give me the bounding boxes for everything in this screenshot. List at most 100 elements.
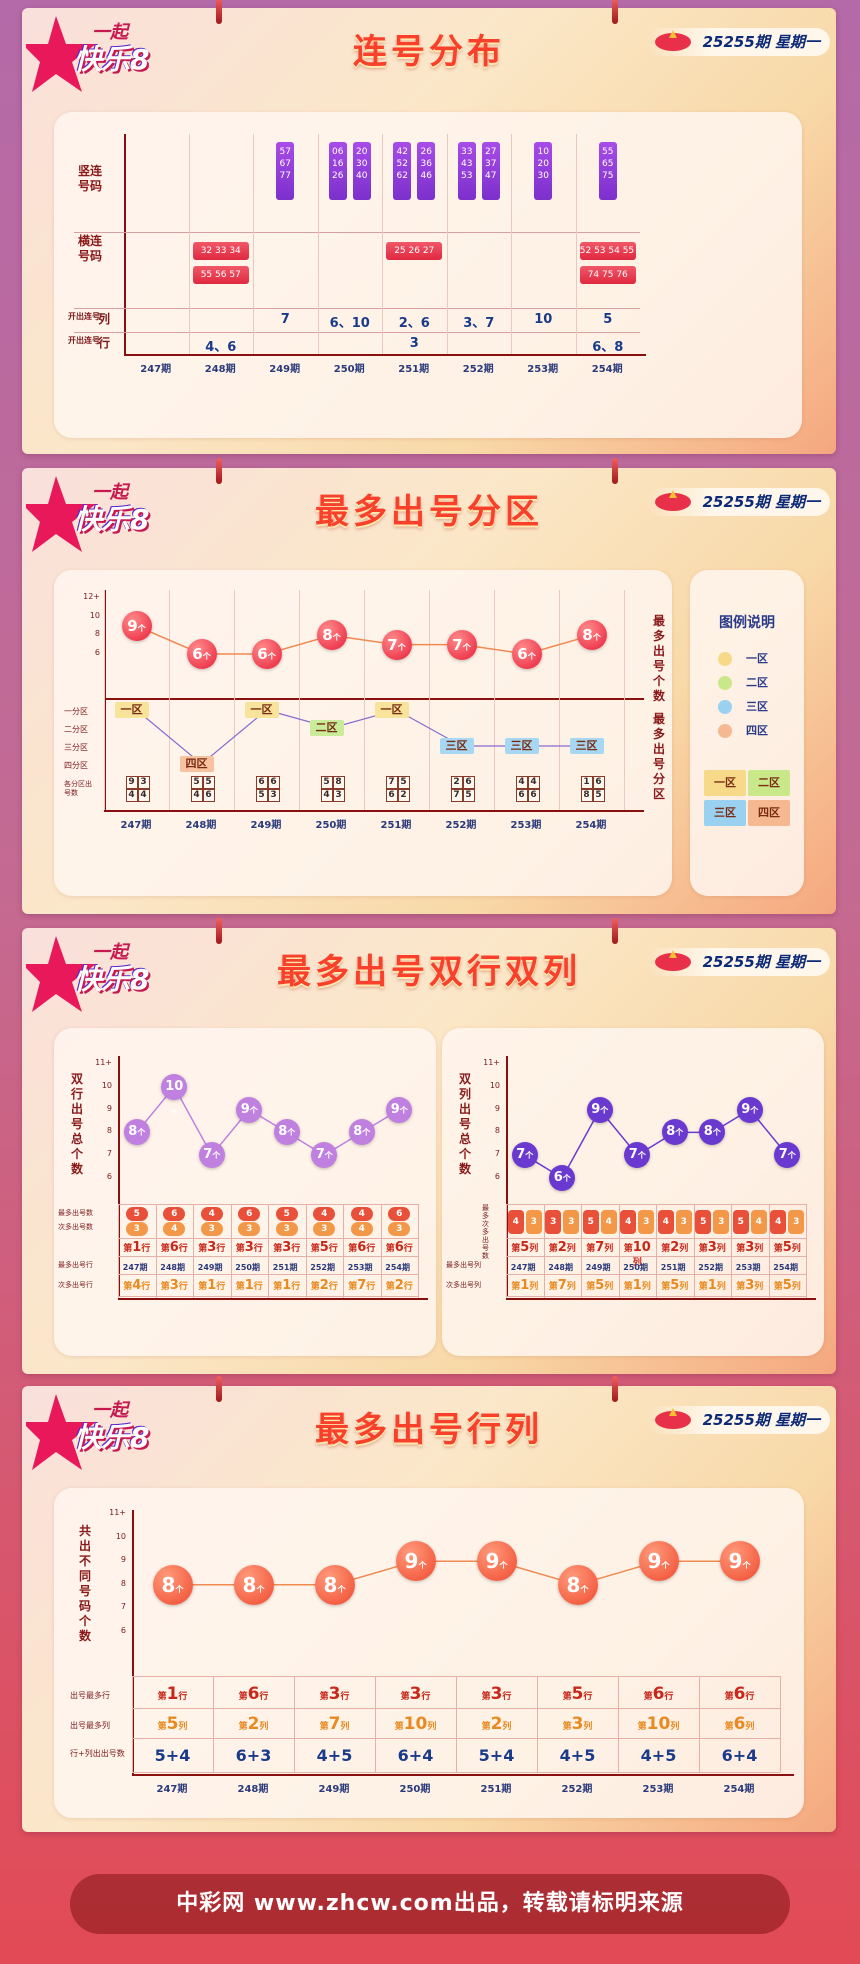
- max-row: 第3行: [305, 1684, 365, 1704]
- max-rowcol: 第5列: [507, 1240, 543, 1255]
- value-text: 8: [128, 1124, 138, 1140]
- col-divider: [806, 1204, 807, 1298]
- zone-count-cell: 3: [137, 776, 150, 789]
- prefix-text: 第: [643, 1692, 653, 1702]
- prefix-text: 第: [548, 1282, 558, 1292]
- period-label: 249期: [585, 1263, 611, 1272]
- section-double: 一起 快乐8 最多出号双行双列 25255期 星期一 11+ 10 9 8 7 6 双行出号…: [22, 918, 836, 1374]
- value-text: 5: [166, 1714, 179, 1734]
- unit-text: 行: [259, 1692, 269, 1702]
- y-axis: [132, 1510, 134, 1774]
- vertical-group: 27 37 47: [481, 142, 500, 200]
- row-divider: [118, 1204, 418, 1205]
- pin-icon: [216, 918, 222, 944]
- col-divider: [780, 1676, 781, 1772]
- value-text: 7: [357, 1278, 367, 1293]
- col-divider: [213, 1676, 214, 1772]
- max-row: 第5行: [548, 1684, 608, 1704]
- value-text: 1: [632, 1278, 642, 1293]
- prefix-text: 第: [773, 1244, 783, 1254]
- logo-small-text: 一起: [92, 482, 128, 503]
- row-divider: [118, 1256, 418, 1257]
- row-divider: [74, 308, 640, 309]
- value-text: 8: [323, 1572, 338, 1597]
- unit-text: 个: [324, 1151, 333, 1161]
- sum-value: 5+4: [478, 1746, 515, 1765]
- unit-text: 个: [267, 652, 276, 661]
- prefix-text: 第: [511, 1282, 521, 1292]
- count-value: 6: [192, 645, 203, 663]
- vertical-group: 42 52 62: [393, 142, 412, 200]
- col-divider: [299, 590, 300, 810]
- pin-icon: [612, 458, 618, 484]
- max-col: 第6列: [710, 1714, 770, 1734]
- second-rowcol: 第2行: [306, 1278, 342, 1293]
- col-divider: [230, 1204, 232, 1298]
- label-pair: 最多次多出号数: [482, 1204, 489, 1260]
- value-text: 2: [247, 1714, 260, 1734]
- label-max: 最多出号数: [58, 1209, 93, 1217]
- series-line: [172, 1560, 740, 1586]
- period-label: 251期: [660, 1263, 686, 1272]
- value-text: 3: [707, 1240, 717, 1255]
- value-text: 10: [646, 1714, 671, 1734]
- issue-badge: 25255期 星期一: [646, 1406, 830, 1434]
- unit-text: 个: [287, 1128, 296, 1138]
- period-label: 247期: [120, 820, 152, 831]
- zone-axis-label: 三分区: [64, 743, 88, 752]
- vertical-group: 06 16 26: [328, 142, 347, 200]
- row-label-horizontal: 横连号码: [77, 234, 102, 263]
- second-rowcol: 第5列: [769, 1278, 805, 1293]
- legend-label: 一区: [746, 652, 768, 665]
- unit-text: 个: [399, 1105, 408, 1115]
- footer-credit: 中彩网 www.zhcw.com出品，转载请标明来源: [70, 1874, 790, 1934]
- max-col: 第3列: [548, 1714, 608, 1734]
- value-text: 9: [741, 1101, 751, 1117]
- lottery-logo-icon: [654, 30, 691, 51]
- col-divider: [294, 1676, 295, 1772]
- period-label: 254期: [575, 820, 607, 831]
- zone-count-cell: 5: [592, 789, 605, 802]
- max-row: 第3行: [467, 1684, 527, 1704]
- row-divider: [132, 1708, 780, 1709]
- second-pill: 3: [200, 1222, 223, 1236]
- unit-text: 列: [716, 1244, 726, 1254]
- col-divider: [132, 1676, 133, 1772]
- period-label: 248期: [160, 1263, 185, 1272]
- period-label: 252期: [310, 1263, 335, 1272]
- col-divider: [575, 134, 577, 354]
- value-text: 1: [166, 1684, 179, 1704]
- zone-axis-label: 二分区: [64, 725, 88, 734]
- prefix-text: 第: [400, 1692, 410, 1702]
- value-text: 6: [394, 1240, 404, 1255]
- max-rowcol: 第3行: [231, 1240, 267, 1255]
- zone-tag: 四区: [179, 756, 214, 772]
- value-text: 2: [319, 1278, 329, 1293]
- row-divider: [506, 1274, 806, 1275]
- series-line: [524, 1108, 788, 1179]
- logo-text: 快乐8: [74, 503, 150, 536]
- zone-tag: 三区: [439, 738, 474, 754]
- unit-text: 行: [216, 1282, 226, 1292]
- unit-text: 列: [641, 1282, 651, 1292]
- row-divider: [506, 1296, 806, 1297]
- unit-text: 个: [332, 633, 341, 643]
- section-title: 最多出号双行双列: [277, 952, 581, 992]
- count-circle: 6个: [511, 639, 542, 669]
- value-text: 5: [571, 1684, 584, 1704]
- row-label-col-suffix: 列: [98, 312, 111, 326]
- row-divider: [74, 232, 640, 233]
- period-label: 248期: [204, 364, 236, 375]
- unit-text: 列: [259, 1722, 269, 1732]
- legend-swatch: [718, 676, 732, 690]
- prefix-text: 第: [385, 1282, 395, 1292]
- horizontal-group: 52 53 54 55 56 57: [579, 242, 636, 260]
- section-zone: 一起 快乐8 最多出号分区 25255期 星期一 12+ 10 8 6 最多出号个数 最多…: [22, 458, 836, 914]
- value-circle: 8个: [348, 1119, 375, 1146]
- x-axis: [104, 810, 644, 812]
- y-tick: 11+: [109, 1508, 126, 1517]
- prefix-text: 第: [319, 1692, 329, 1702]
- period-label: 251期: [272, 1263, 298, 1272]
- unit-text: 行: [253, 1244, 263, 1254]
- second-rowcol: 第2行: [381, 1278, 417, 1293]
